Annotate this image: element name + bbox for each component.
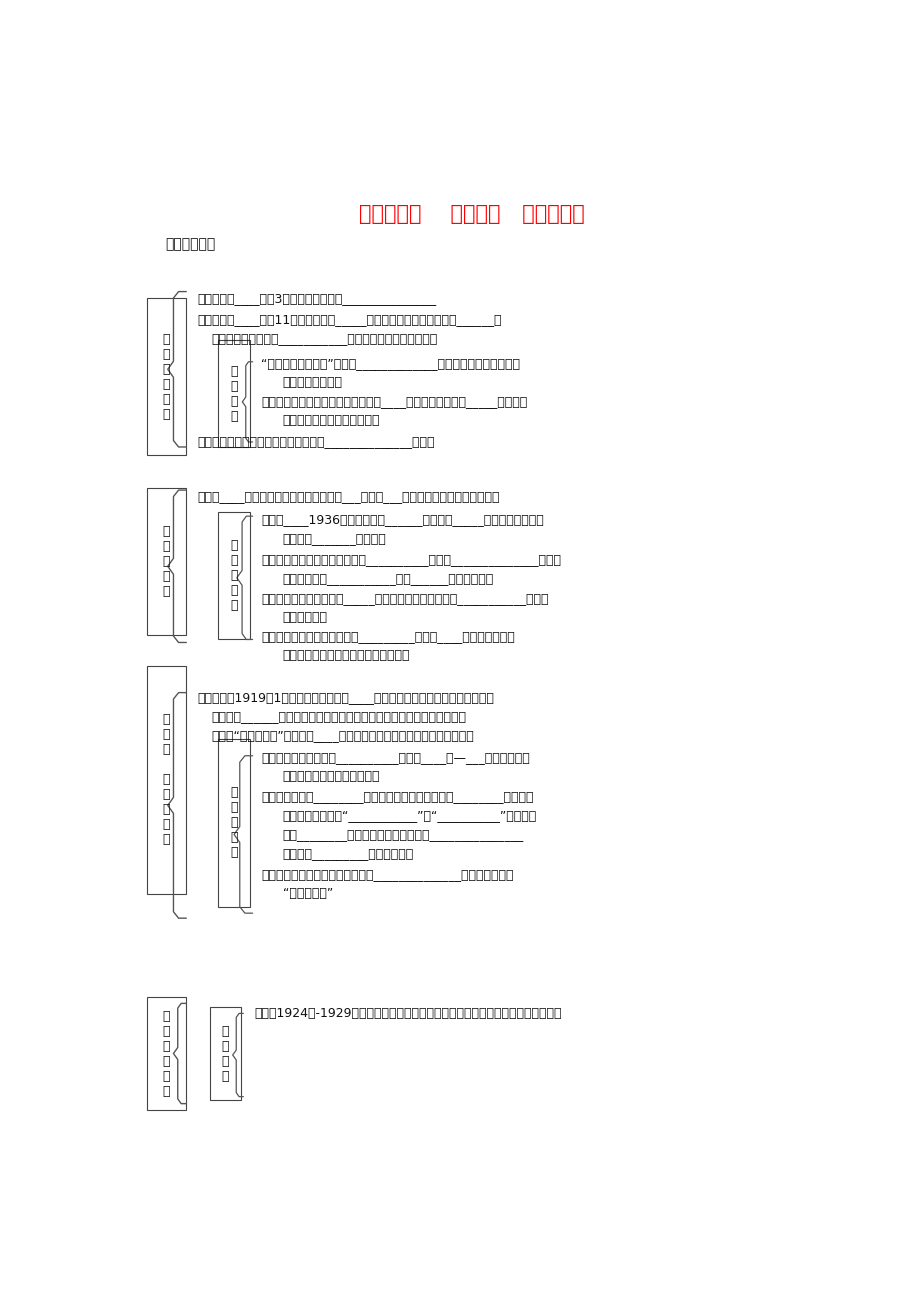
Text: 说明列宁在探索社会主义道路方面坚持______________原则。: 说明列宁在探索社会主义道路方面坚持______________原则。 (197, 435, 434, 448)
Text: 特点：政治上，权利高度集中，__________匮乏，______________盛行；: 特点：政治上，权利高度集中，__________匮乏，_____________… (261, 553, 561, 566)
Text: 经
济
政
策: 经 济 政 策 (230, 365, 238, 423)
Text: 国民经济恢复工作基本完成。: 国民经济恢复工作基本完成。 (282, 414, 380, 427)
Text: 新经济政策：随着国内战争的结束，____年，开始实行，到_____年，苏联: 新经济政策：随着国内战争的结束，____年，开始实行，到_____年，苏联 (261, 396, 527, 409)
Text: 背景：1924年-1929年，资本主义世界经历了短暂的繁荣，繁荣的背后隐藏着危机，: 背景：1924年-1929年，资本主义世界经历了短暂的繁荣，繁荣的背后隐藏着危机… (254, 1006, 561, 1019)
Text: 评价：利：使苏联跻身于_____国家的行列，为后来取得___________的胜利: 评价：利：使苏联跻身于_____国家的行列，为后来取得___________的胜… (261, 592, 548, 605)
Text: 背景：美国同日本争夺__________地区，____年—___年，美、英、: 背景：美国同日本争夺__________地区，____年—___年，美、英、 (261, 751, 529, 764)
Text: 形成：____1936年，苏联颁布______，标志着_____制度在苏联建立，: 形成：____1936年，苏联颁布______，标志着_____制度在苏联建立， (261, 513, 543, 526)
Text: 标志着世界上第一个___________诞生。（背诵历史意义）。: 标志着世界上第一个___________诞生。（背诵历史意义）。 (211, 332, 437, 345)
FancyBboxPatch shape (210, 1008, 241, 1100)
Text: 苏
联
的
崛
起: 苏 联 的 崛 起 (163, 525, 170, 598)
FancyBboxPatch shape (218, 740, 249, 906)
Text: 大
危
机
和
新
政: 大 危 机 和 新 政 (163, 1009, 170, 1098)
Text: 也标志着_______的建立。: 也标志着_______的建立。 (282, 531, 386, 544)
Text: 要求，为_________提供了条件。: 要求，为_________提供了条件。 (282, 848, 414, 861)
Text: 凡
尔
赛
 
华
盛
顿
体
系: 凡 尔 赛 华 盛 顿 体 系 (163, 713, 170, 846)
FancyBboxPatch shape (147, 997, 186, 1109)
Text: 捍卫了苏维埃政权: 捍卫了苏维埃政权 (282, 376, 342, 389)
Text: 经济上，排斥___________，用______来干预经济。: 经济上，排斥___________，用______来干预经济。 (282, 572, 494, 585)
Text: 斯
大
林
模
式: 斯 大 林 模 式 (230, 539, 238, 612)
FancyBboxPatch shape (218, 340, 249, 448)
Text: 二月革命：____年，3月，俄国人民推翻_______________: 二月革命：____年，3月，俄国人民推翻_______________ (197, 292, 436, 305)
Text: 构成了“凡尔赛体系”，重建了____的国际新秩序。（背诵对德和约的内容）: 构成了“凡尔赛体系”，重建了____的国际新秩序。（背诵对德和约的内容） (211, 729, 473, 742)
FancyBboxPatch shape (147, 487, 186, 635)
Text: 俄
国
向
何
处
去: 俄 国 向 何 处 去 (163, 333, 170, 421)
Text: 法、日、意、中等九国召开。: 法、日、意、中等九国召开。 (282, 771, 380, 784)
Text: 十月革命：____年，11月，列宁领导_____武装起义，胜利后，成立了______，: 十月革命：____年，11月，列宁领导_____武装起义，胜利后，成立了____… (197, 314, 501, 327)
Text: 内容：签署了〈________〉，尊重中国主权和独立及________的完整，: 内容：签署了〈________〉，尊重中国主权和独立及________的完整， (261, 790, 533, 803)
Text: “战时共产主义政策”：由于_____________的联合反扑，被迫实行，: “战时共产主义政策”：由于_____________的联合反扑，被迫实行， (261, 357, 519, 370)
Text: “华盛顿体系”: “华盛顿体系” (282, 887, 333, 900)
Text: 经
济
危
机: 经 济 危 机 (221, 1025, 229, 1082)
Text: 一、复习提纲: 一、复习提纲 (165, 237, 215, 251)
Text: 华
盛
顿
会
议: 华 盛 顿 会 议 (230, 786, 238, 859)
Text: 弊：从长远看，阻碍了苏联的_________建设和____的持续发展，妨: 弊：从长远看，阻碍了苏联的_________建设和____的持续发展，妨 (261, 630, 515, 643)
Text: 成就：____年，苏联工业总产值跃居欧洲___，世界___。苏联成为一流的工业强国。: 成就：____年，苏联工业总产值跃居欧洲___，世界___。苏联成为一流的工业强… (197, 490, 499, 503)
Text: 作用：华盛顿会议调整了战胜国在______________的关系，构成了: 作用：华盛顿会议调整了战胜国在______________的关系，构成了 (261, 867, 513, 880)
Text: 九年级下册    第一单元   动荡与变革: 九年级下册 第一单元 动荡与变革 (358, 204, 584, 224)
Text: 对德的〈______〉，对奥地利、保加利亚、匈牙利、土耳其的条约，共同: 对德的〈______〉，对奥地利、保加利亚、匈牙利、土耳其的条约，共同 (211, 710, 466, 723)
Text: 碍了社会主义制度优越性的充分发挥。: 碍了社会主义制度优越性的充分发挥。 (282, 648, 410, 661)
Text: 巴黎和会：1919年1月，战胜国召开，由____三国操纵，签定了一系列条约，包括: 巴黎和会：1919年1月，战胜国召开，由____三国操纵，签定了一系列条约，包括 (197, 691, 494, 704)
Text: 中国保证各国在华“___________”和“__________”。打击了: 中国保证各国在华“___________”和“__________”。打击了 (282, 810, 536, 823)
FancyBboxPatch shape (218, 512, 249, 639)
FancyBboxPatch shape (147, 298, 186, 456)
Text: 奠定了基础。: 奠定了基础。 (282, 611, 327, 624)
FancyBboxPatch shape (147, 667, 186, 893)
Text: 日本________的计划，但没有列入中国_______________: 日本________的计划，但没有列入中国_______________ (282, 828, 523, 841)
